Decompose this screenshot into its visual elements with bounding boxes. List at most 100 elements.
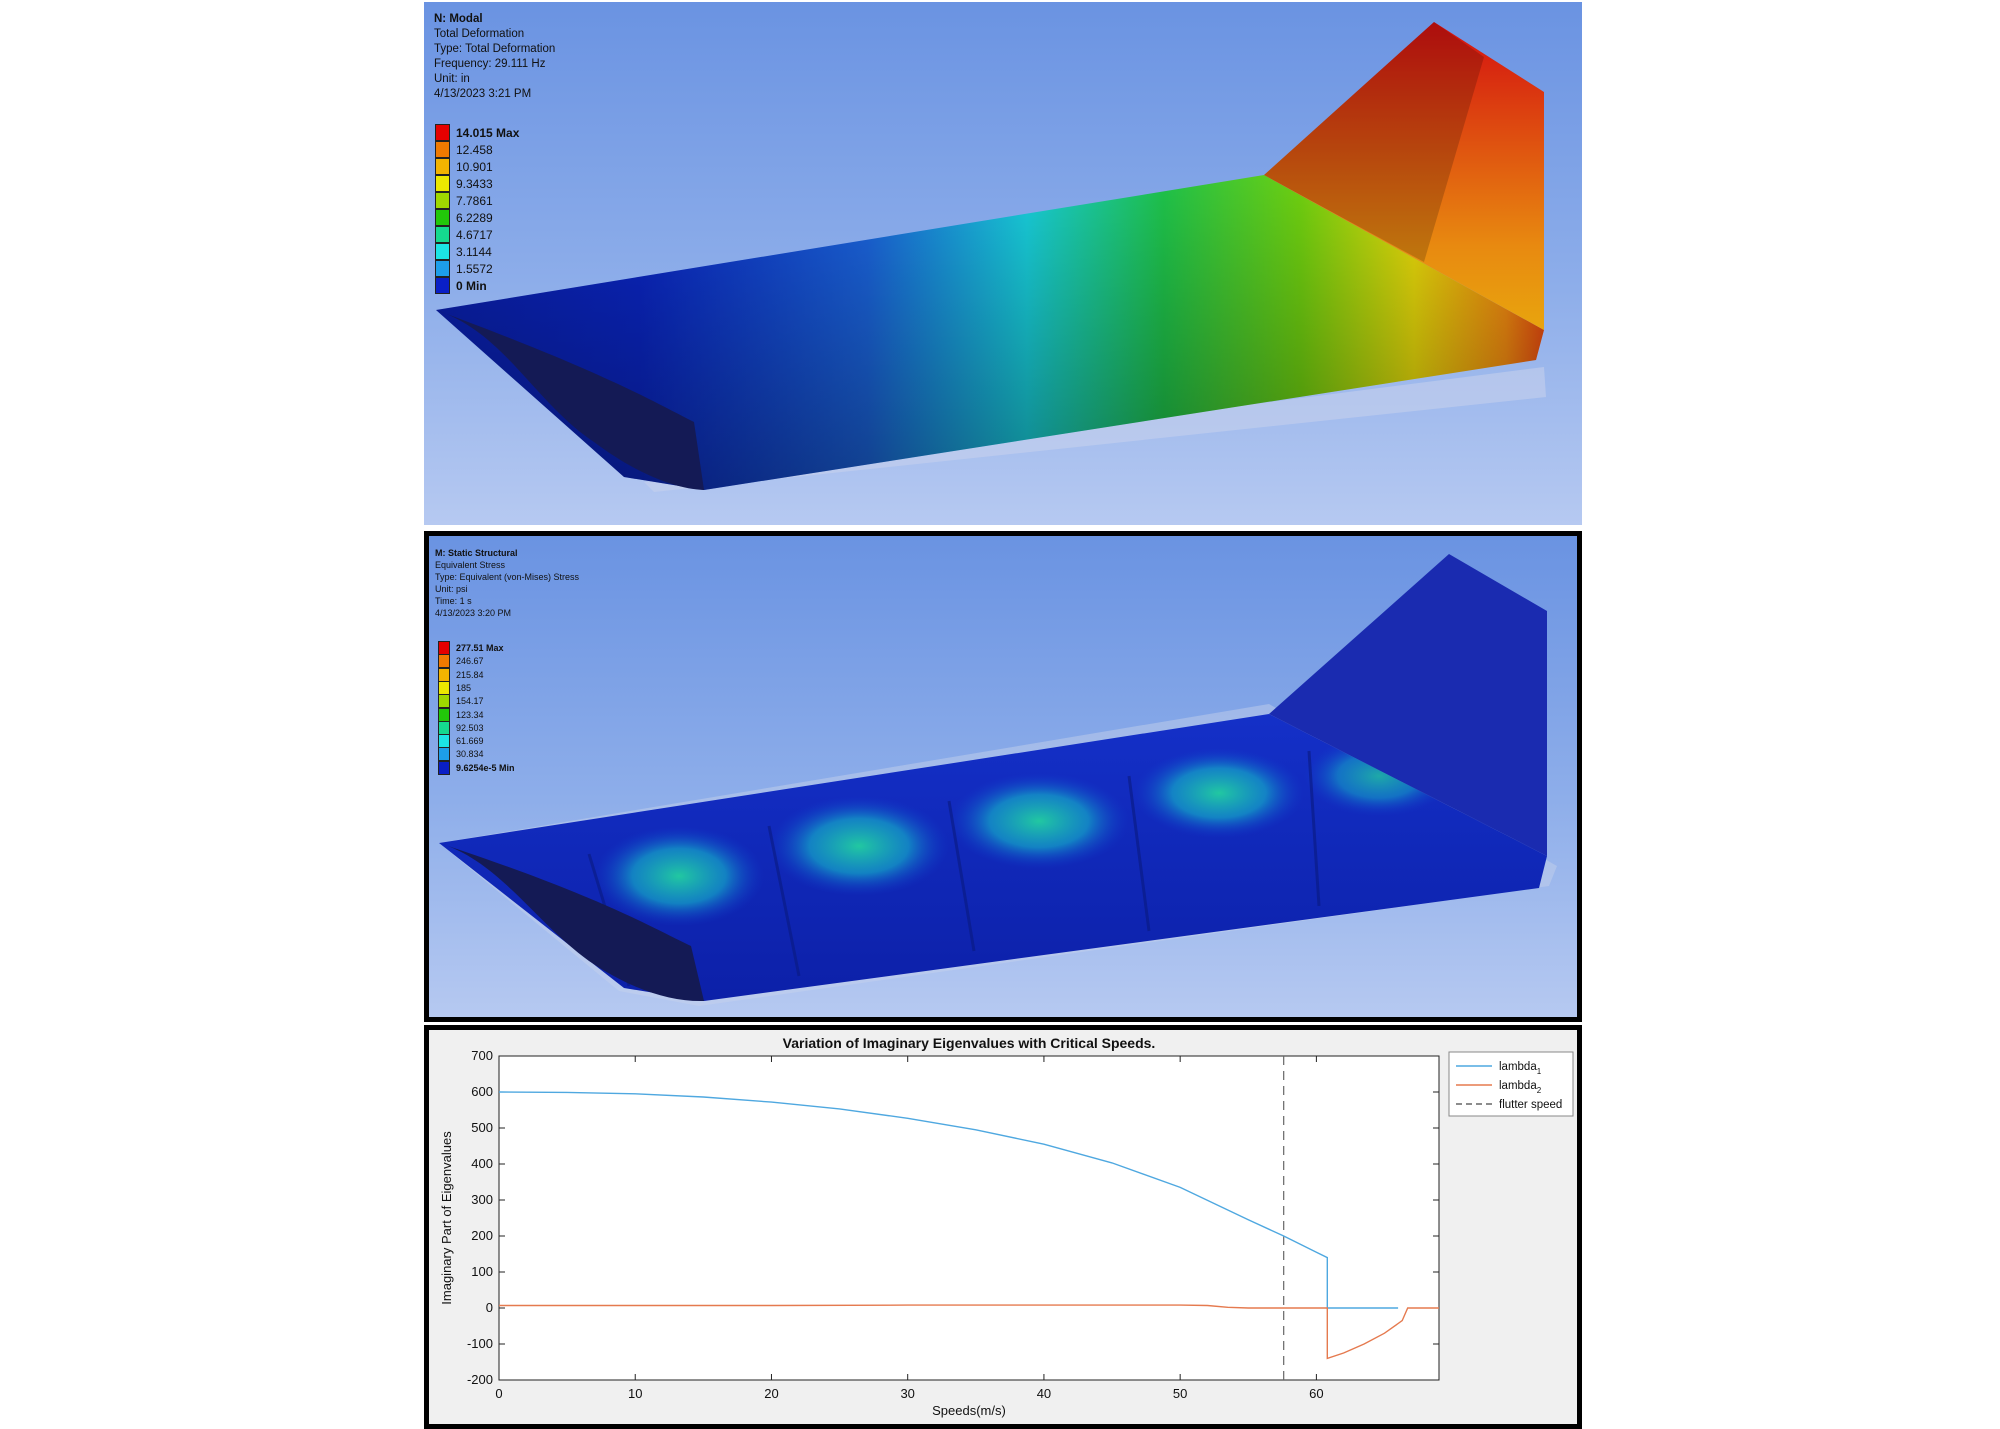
static-info-line: Equivalent Stress: [435, 560, 506, 570]
modal-title: N: Modal: [434, 13, 483, 25]
color-scale-entry: 12.458: [435, 141, 493, 158]
color-scale-entry: 9.3433: [435, 175, 493, 192]
static-result-panel: M: Static Structural Equivalent Stress T…: [424, 531, 1582, 1022]
color-scale-label: 123.34: [456, 709, 484, 720]
color-scale-label: 7.7861: [456, 193, 493, 208]
color-scale-label: 9.6254e-5 Min: [456, 762, 515, 773]
color-scale-entry: 9.6254e-5 Min: [438, 760, 515, 775]
color-scale-label: 246.67: [456, 656, 484, 667]
plot-area: [498, 1055, 1440, 1381]
modal-wing-view: [436, 22, 1546, 492]
color-scale-entry: 61.669: [438, 734, 484, 749]
color-scale-label: 4.6717: [456, 227, 493, 242]
x-tick-label: 0: [495, 1386, 502, 1401]
y-tick-label: 300: [471, 1192, 493, 1207]
legend-label: flutter speed: [1499, 1099, 1562, 1111]
color-swatch: [438, 734, 450, 749]
eigenvalue-chart-panel: 0 10 20 30 40 50 60 -200 -100 0 100 200 300 400 500 600…: [424, 1025, 1582, 1429]
y-tick-label: 700: [471, 1048, 493, 1063]
color-swatch: [435, 209, 450, 226]
x-tick-label: 20: [764, 1386, 778, 1401]
modal-info-line: Total Deformation: [434, 28, 525, 40]
static-info-line: 4/13/2023 3:20 PM: [435, 608, 512, 618]
color-swatch: [435, 141, 450, 158]
color-scale-entry: 6.2289: [435, 209, 493, 226]
color-scale-entry: 0 Min: [435, 277, 487, 294]
modal-result-panel: N: Modal Total Deformation Type: Total D…: [424, 2, 1582, 525]
chart-title: Variation of Imaginary Eigenvalues with …: [783, 1035, 1156, 1051]
y-tick-label: 500: [471, 1120, 493, 1135]
static-info-line: Type: Equivalent (von-Mises) Stress: [435, 572, 580, 582]
legend-label: lambda2: [1499, 1080, 1542, 1095]
x-axis-label: Speeds(m/s): [932, 1403, 1006, 1418]
eigenvalue-chart: 0 10 20 30 40 50 60 -200 -100 0 100 200 300 400 500 600…: [439, 1035, 1574, 1418]
y-tick-label: 200: [471, 1228, 493, 1243]
x-tick-label: 10: [628, 1386, 642, 1401]
color-scale-entry: 123.34: [438, 707, 484, 722]
color-swatch: [435, 260, 450, 277]
color-scale-entry: 246.67: [438, 654, 484, 669]
y-tick-label: 400: [471, 1156, 493, 1171]
color-swatch: [435, 277, 450, 294]
color-scale-label: 12.458: [456, 142, 493, 157]
color-scale-label: 215.84: [456, 669, 484, 680]
color-swatch: [435, 158, 450, 175]
color-swatch: [438, 707, 450, 722]
static-info-line: Time: 1 s: [435, 596, 472, 606]
color-scale-label: 154.17: [456, 696, 484, 707]
color-scale-label: 6.2289: [456, 210, 493, 225]
y-tick-label: 0: [486, 1300, 493, 1315]
color-scale-label: 1.5572: [456, 261, 493, 276]
color-swatch: [435, 243, 450, 260]
color-scale-entry: 7.7861: [435, 192, 493, 209]
color-scale-label: 185: [456, 682, 472, 693]
color-scale-label: 3.1144: [456, 244, 492, 259]
color-scale-label: 61.669: [456, 736, 484, 747]
legend-label: lambda1: [1499, 1061, 1542, 1076]
color-swatch: [438, 694, 450, 709]
series-line-lambda2: [499, 1304, 1439, 1360]
color-scale-label: 14.015 Max: [456, 125, 520, 140]
legend-subscript: 1: [1537, 1067, 1542, 1076]
color-scale-entry: 14.015 Max: [435, 124, 519, 141]
y-axis-label: Imaginary Part of Eigenvalues: [439, 1131, 454, 1305]
modal-info-line: Frequency: 29.111 Hz: [434, 58, 546, 70]
x-tick-label: 50: [1173, 1386, 1187, 1401]
color-scale-label: 0 Min: [456, 278, 487, 293]
static-wing-view: [439, 554, 1557, 1006]
color-scale-entry: 1.5572: [435, 260, 493, 277]
color-scale-entry: 277.51 Max: [438, 641, 504, 655]
color-swatch: [438, 760, 450, 775]
color-swatch: [438, 720, 450, 735]
modal-info-line: Type: Total Deformation: [434, 43, 556, 55]
color-scale-entry: 4.6717: [435, 226, 493, 243]
color-swatch: [438, 667, 450, 682]
modal-info-block: N: Modal Total Deformation Type: Total D…: [434, 12, 555, 102]
y-tick-label: 600: [471, 1084, 493, 1099]
color-scale-label: 92.503: [456, 722, 484, 733]
color-swatch: [438, 641, 450, 655]
color-scale-entry: 92.503: [438, 720, 484, 735]
color-swatch: [438, 680, 450, 695]
color-scale-label: 10.901: [456, 159, 493, 174]
x-tick-label: 30: [900, 1386, 914, 1401]
color-scale-label: 30.834: [456, 749, 484, 760]
color-swatch: [438, 654, 450, 669]
legend-subscript: 2: [1537, 1086, 1542, 1095]
color-scale-entry: 185: [438, 680, 472, 695]
modal-info-line: 4/13/2023 3:21 PM: [434, 88, 532, 100]
color-swatch: [435, 175, 450, 192]
static-info-block: M: Static Structural Equivalent Stress T…: [435, 547, 579, 619]
color-scale-entry: 215.84: [438, 667, 484, 682]
chart-legend: lambda1 lambda2 flutter speed: [1448, 1051, 1574, 1117]
color-scale-entry: 154.17: [438, 694, 484, 709]
color-scale-label: 9.3433: [456, 176, 493, 191]
color-scale-label: 277.51 Max: [456, 643, 504, 653]
series-line-lambda1: [498, 1091, 1399, 1309]
x-tick-label: 60: [1309, 1386, 1323, 1401]
y-tick-label: -200: [467, 1372, 493, 1387]
y-tick-label: -100: [467, 1336, 493, 1351]
static-title: M: Static Structural: [435, 548, 518, 558]
color-swatch: [438, 747, 450, 762]
static-info-line: Unit: psi: [435, 584, 468, 594]
